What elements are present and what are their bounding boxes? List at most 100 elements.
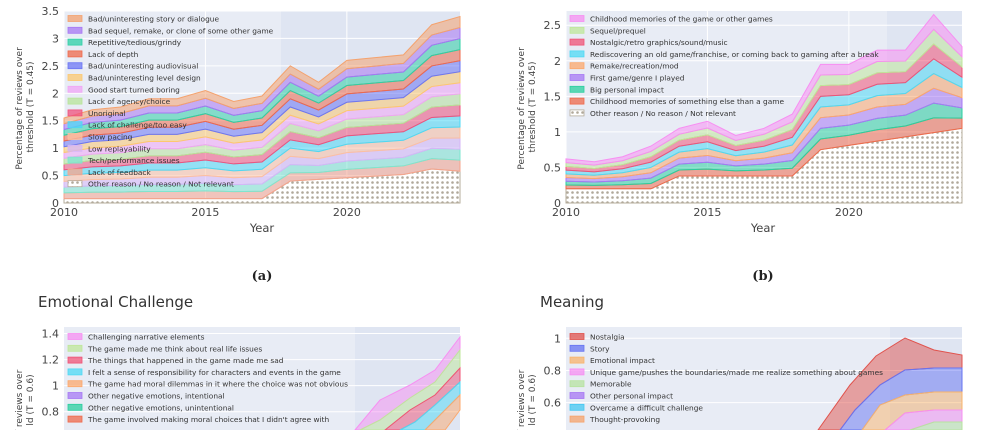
legend-swatch: [67, 356, 83, 364]
legend-swatch: [67, 50, 83, 58]
area-series: [565, 13, 963, 166]
legend-label: The game involved making moral choices t…: [87, 415, 329, 424]
legend-label: Unoriginal: [88, 109, 126, 118]
panel-title: Meaning: [540, 293, 604, 311]
y-tick-label: 1.5: [42, 115, 60, 128]
y-tick-label: 2.5: [544, 19, 562, 32]
y-axis-label: f reviews over ld (T = 0.6): [15, 367, 36, 430]
y-tick-label: 2.5: [42, 60, 60, 73]
legend-swatch: [67, 180, 83, 188]
legend-label: Nostalgic/retro graphics/sound/music: [590, 38, 728, 47]
legend-swatch: [569, 368, 585, 376]
x-tick-label: 2020: [835, 206, 863, 219]
legend-swatch: [67, 26, 83, 34]
legend-label: The game made me think about real life i…: [87, 344, 262, 353]
y-axis-label-line-1: Percentage of reviews over: [15, 47, 25, 170]
legend-swatch: [569, 50, 585, 58]
legend-swatch: [569, 62, 585, 70]
chart-panel-d: Meaning Nostalgia Story Emotional impact Un…: [517, 293, 963, 430]
legend-swatch: [67, 403, 83, 411]
y-tick-label: 2: [52, 87, 59, 100]
legend-label: Low replayability: [88, 144, 151, 153]
y-axis-label-line-2: ld (T = 0.6): [528, 374, 538, 425]
chart-panel-a: Bad/uninteresting story or dialogue Bad s…: [15, 5, 461, 284]
legend-label: Remake/recreation/mod: [590, 62, 679, 71]
y-axis-label-line-2: ld (T = 0.6): [26, 374, 36, 425]
legend-label: Lack of depth: [88, 50, 139, 59]
legend-label: Bad/uninteresting audiovisual: [88, 62, 198, 71]
y-tick-label: 2: [554, 55, 561, 68]
y-tick-label: 0: [52, 197, 59, 210]
x-tick-label: 2010: [50, 206, 78, 219]
legend-swatch: [67, 415, 83, 423]
legend-swatch: [67, 156, 83, 164]
area-series: [909, 421, 963, 430]
y-tick-label: 0.5: [42, 170, 60, 183]
legend-label: Slow pacing: [88, 133, 133, 142]
legend-swatch: [569, 97, 585, 105]
legend-swatch: [67, 368, 83, 376]
y-axis-label: f reviews over ld (T = 0.6): [517, 367, 538, 430]
y-tick-label: 0: [554, 197, 561, 210]
legend-swatch: [67, 392, 83, 399]
x-tick-label: 2010: [552, 206, 580, 219]
y-tick-label: 3.5: [42, 5, 60, 18]
legend-label: Good start turned boring: [88, 85, 180, 94]
x-tick-label: 2015: [693, 206, 721, 219]
legend-label: Lack of feedback: [88, 168, 151, 177]
panel-title: Emotional Challenge: [38, 293, 193, 311]
legend-swatch: [67, 121, 83, 129]
y-axis-label: Percentage of reviews over threshold (T …: [517, 44, 538, 169]
y-tick-label: 0.5: [544, 161, 562, 174]
y-tick-label: 0.8: [544, 364, 562, 377]
legend-label: Bad/uninteresting story or dialogue: [88, 15, 219, 24]
legend-label: Bad sequel, remake, or clone of some oth…: [88, 26, 274, 35]
legend-swatch: [67, 168, 83, 176]
y-axis-label-line-2: threshold (T = 0.45): [26, 61, 36, 152]
legend-label: Other negative emotions, unintentional: [88, 403, 234, 412]
legend-label: I felt a sense of responsibility for cha…: [88, 368, 341, 377]
legend-swatch: [67, 38, 83, 46]
legend-label: Story: [590, 344, 610, 353]
area-series: [63, 15, 461, 125]
legend-label: Other reason / No reason / Not relevant: [88, 180, 234, 189]
legend-swatch: [569, 85, 585, 93]
y-tick-label: 0.6: [544, 397, 562, 410]
legend-label: Childhood memories of something else tha…: [590, 97, 784, 106]
legend-label: First game/genre I played: [590, 74, 685, 83]
legend-label: The game had moral dilemmas in it where …: [87, 380, 348, 389]
legend-swatch: [569, 333, 585, 340]
legend-swatch: [569, 15, 585, 22]
legend-label: The things that happened in the game mad…: [87, 356, 284, 365]
legend-label: Challenging narrative elements: [88, 333, 205, 342]
legend-label: Other reason / No reason / Not relevant: [590, 109, 736, 118]
y-tick-label: 1: [554, 332, 561, 345]
y-tick-label: 1.4: [42, 328, 60, 341]
legend-label: Bad/uninteresting level design: [88, 74, 201, 83]
y-tick-label: 1.2: [42, 354, 60, 367]
y-axis-label-line-2: threshold (T = 0.45): [528, 61, 538, 152]
legend-swatch: [569, 392, 585, 399]
y-axis-label-line-1: f reviews over: [15, 369, 25, 430]
y-axis-label: Percentage of reviews over threshold (T …: [15, 44, 36, 169]
legend-swatch: [67, 62, 83, 70]
legend-label: Lack of challenge/too easy: [88, 121, 187, 130]
legend-swatch: [67, 133, 83, 140]
y-tick-label: 1: [52, 380, 59, 393]
legend-label: Thought-provoking: [589, 415, 660, 424]
legend-label: Repetitive/tedious/grindy: [88, 38, 182, 47]
legend-label: Sequel/prequel: [590, 26, 646, 35]
y-tick-label: 1: [554, 126, 561, 139]
legend-swatch: [67, 97, 83, 105]
y-tick-label: 3: [52, 32, 59, 45]
legend-label: Overcame a difficult challenge: [590, 403, 703, 412]
legend-swatch: [67, 344, 83, 352]
legend-label: Rediscovering an old game/franchise, or …: [590, 50, 879, 59]
legend-swatch: [67, 333, 83, 340]
legend-swatch: [569, 344, 585, 352]
legend-label: Memorable: [590, 380, 632, 389]
legend-swatch: [67, 74, 83, 81]
legend-label: Childhood memories of the game or other …: [590, 15, 773, 24]
legend-swatch: [569, 415, 585, 423]
legend-swatch: [569, 109, 585, 117]
